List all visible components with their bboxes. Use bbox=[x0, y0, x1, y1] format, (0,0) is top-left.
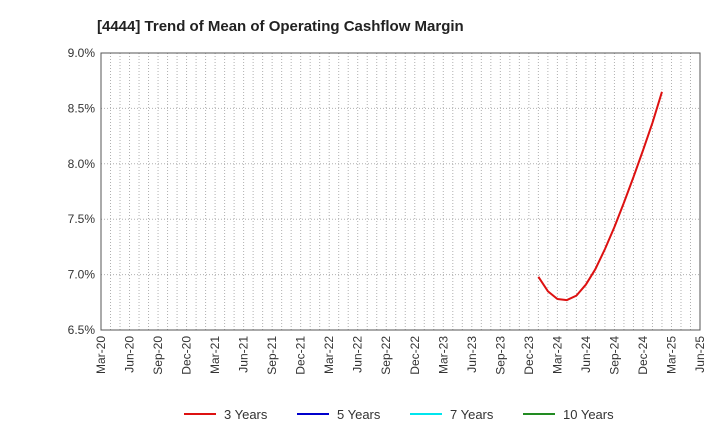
x-tick-label: Sep-22 bbox=[379, 336, 393, 375]
x-tick-label: Jun-23 bbox=[465, 336, 479, 373]
x-tick-label: Sep-24 bbox=[607, 336, 621, 375]
grid bbox=[101, 53, 700, 330]
x-tick-label: Mar-22 bbox=[322, 336, 336, 374]
x-axis: Mar-20 Jun-20 Sep-20 Dec-20 Mar-21 Jun-21 Sep-… bbox=[94, 336, 707, 375]
x-tick-label: Sep-23 bbox=[493, 336, 507, 375]
x-tick-label: Sep-20 bbox=[151, 336, 165, 375]
x-tick-label: Sep-21 bbox=[265, 336, 279, 375]
series-line bbox=[537, 91, 663, 302]
legend-label: 3 Years bbox=[224, 407, 268, 422]
y-tick-label: 9.0% bbox=[68, 46, 96, 60]
y-tick-label: 8.5% bbox=[68, 101, 96, 115]
x-tick-label: Jun-22 bbox=[351, 336, 365, 373]
x-tick-label: Dec-21 bbox=[294, 336, 308, 375]
y-tick-label: 7.5% bbox=[68, 212, 96, 226]
y-tick-label: 7.0% bbox=[68, 268, 96, 282]
plot-border bbox=[100, 52, 701, 331]
chart-title: [4444] Trend of Mean of Operating Cashfl… bbox=[97, 18, 464, 35]
x-tick-label: Dec-22 bbox=[408, 336, 422, 375]
x-tick-label: Mar-21 bbox=[208, 336, 222, 374]
x-tick-label: Jun-21 bbox=[237, 336, 251, 373]
y-tick-label: 8.0% bbox=[68, 157, 96, 171]
plot-area bbox=[101, 53, 700, 330]
legend: 3 Years 5 Years 7 Years 10 Years bbox=[184, 407, 614, 422]
x-tick-label: Jun-24 bbox=[579, 336, 593, 373]
x-tick-label: Jun-25 bbox=[693, 336, 707, 373]
x-tick-label: Mar-23 bbox=[436, 336, 450, 374]
x-tick-label: Dec-23 bbox=[522, 336, 536, 375]
legend-label: 5 Years bbox=[337, 407, 381, 422]
y-tick-label: 6.5% bbox=[68, 323, 96, 337]
x-tick-label: Dec-24 bbox=[636, 336, 650, 375]
legend-label: 10 Years bbox=[563, 407, 614, 422]
x-tick-label: Mar-25 bbox=[664, 336, 678, 374]
x-tick-label: Jun-20 bbox=[123, 336, 137, 373]
legend-label: 7 Years bbox=[450, 407, 494, 422]
x-tick-label: Mar-20 bbox=[94, 336, 108, 374]
x-tick-label: Dec-20 bbox=[180, 336, 194, 375]
y-axis: 6.5% 7.0% 7.5% 8.0% 8.5% 9.0% bbox=[68, 46, 96, 337]
series-lines bbox=[537, 91, 663, 302]
x-tick-label: Mar-24 bbox=[550, 336, 564, 374]
